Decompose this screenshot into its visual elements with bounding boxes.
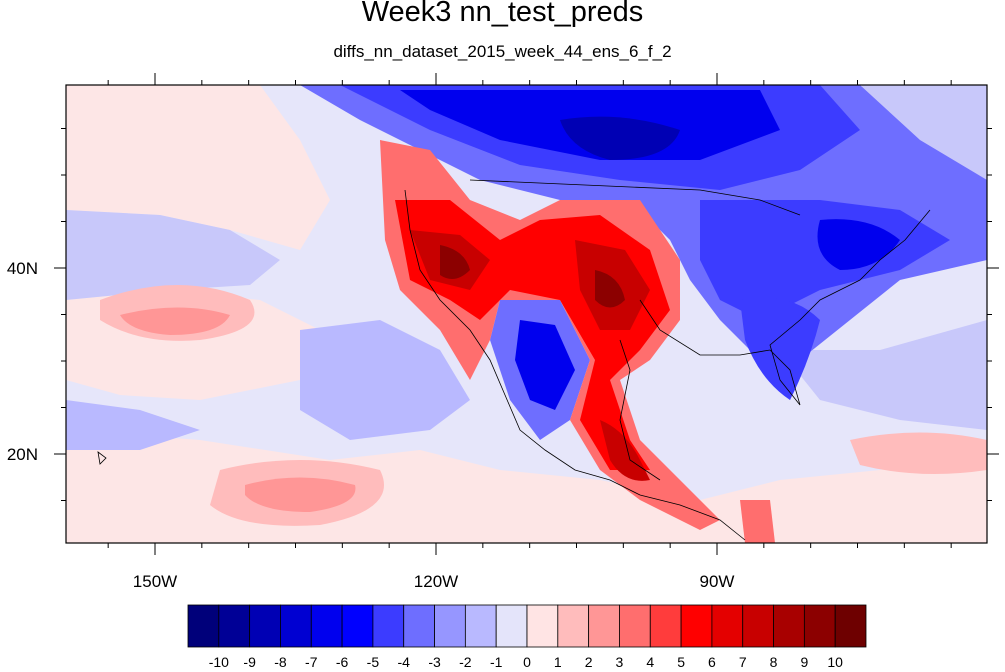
colorbar-label: 5 (677, 654, 685, 670)
colorbar-label: 8 (770, 654, 778, 670)
axis-ticks (54, 73, 999, 555)
map-subtitle: diffs_nn_dataset_2015_week_44_ens_6_f_2 (333, 42, 672, 61)
map-title: Week3 nn_test_preds (361, 0, 644, 28)
colorbar-label: 0 (523, 654, 531, 670)
y-tick-label: 40N (7, 259, 38, 278)
colorbar-swatch (403, 604, 435, 648)
colorbar-swatch (711, 604, 744, 648)
colorbar-swatch (218, 604, 251, 648)
colorbar-swatch (341, 604, 374, 648)
colorbar-label: -1 (490, 654, 503, 670)
colorbar-label: 9 (800, 654, 808, 670)
colorbar-label: -5 (367, 654, 380, 670)
colorbar-swatch (557, 604, 590, 648)
colorbar-swatch (310, 604, 343, 648)
colorbar-swatch (834, 604, 867, 648)
colorbar-label: -2 (459, 654, 472, 670)
colorbar-swatch (187, 604, 220, 648)
colorbar-swatch (434, 604, 466, 648)
colorbar-swatch (588, 604, 620, 648)
x-tick-label: 120W (414, 572, 458, 591)
colorbar-label: 3 (616, 654, 624, 670)
colorbar-swatch (773, 604, 805, 648)
colorbar-swatch (495, 604, 528, 648)
colorbar-label: -7 (305, 654, 318, 670)
colorbar-label: -10 (209, 654, 229, 670)
colorbar-swatch (803, 604, 836, 648)
colorbar-label: -3 (428, 654, 441, 670)
colorbar-label: -9 (243, 654, 256, 670)
colorbar-swatch (649, 604, 682, 648)
axis-tick-labels: 150W 120W 90W 40N 20N (7, 259, 735, 591)
colorbar-label: 6 (708, 654, 716, 670)
colorbar-label: -6 (336, 654, 349, 670)
x-tick-label: 150W (133, 572, 177, 591)
colorbar-label: -8 (274, 654, 287, 670)
colorbar-label: 7 (739, 654, 747, 670)
x-tick-label: 90W (700, 572, 735, 591)
colorbar-swatch (619, 604, 651, 648)
y-tick-label: 20N (7, 445, 38, 464)
colorbar-swatch (742, 604, 774, 648)
colorbar-swatch (680, 604, 713, 648)
colorbar-swatch (526, 604, 559, 648)
colorbar-label: 10 (827, 654, 843, 670)
colorbar-label: 2 (585, 654, 593, 670)
colorbar-swatch (372, 604, 405, 648)
colorbar-swatch (249, 604, 281, 648)
colorbar-swatch (464, 604, 497, 648)
coastlines (97, 179, 931, 541)
colorbar-label: 1 (554, 654, 562, 670)
colorbar-swatch (280, 604, 312, 648)
colorbar (187, 604, 867, 648)
shaded-field (66, 85, 987, 543)
colorbar-label: -4 (398, 654, 411, 670)
colorbar-label: 4 (646, 654, 654, 670)
colorbar-labels: -10 -9 -8 -7 -6 -5 -4 -3 -2 -1 0 1 2 3 4 5 6 7 8 9 10 (209, 654, 843, 670)
